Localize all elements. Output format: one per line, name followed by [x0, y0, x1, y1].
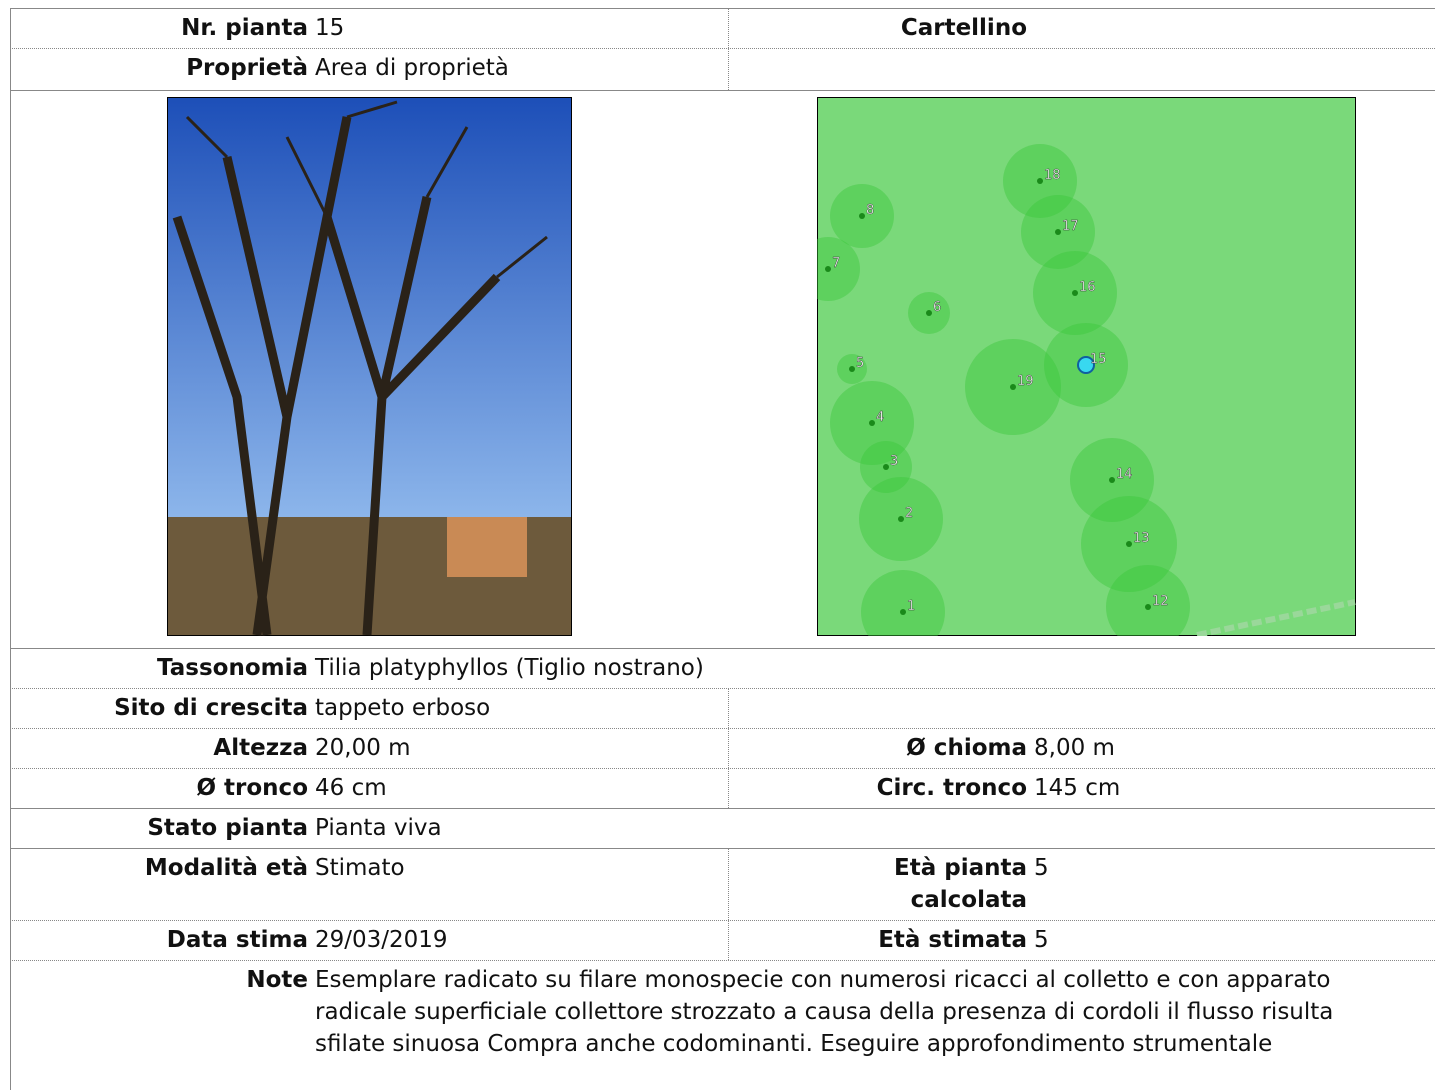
value: Esemplare radicato su filare monospecie …: [315, 967, 1334, 1057]
tree-dot: [900, 609, 906, 615]
label: Stato pianta: [147, 815, 308, 841]
tree-number: 15: [1090, 352, 1107, 367]
value: 15: [315, 15, 345, 41]
tree-number: 7: [832, 256, 840, 271]
selected-tree: [1077, 356, 1095, 374]
value: 8,00 m: [1034, 735, 1115, 761]
rule: [728, 8, 729, 90]
tree-number: 8: [866, 203, 874, 218]
label: Nr. pianta: [181, 15, 308, 41]
rule: [10, 808, 1435, 809]
tree-dot: [926, 310, 932, 316]
rule: [728, 688, 729, 808]
rule: [728, 848, 729, 960]
rule: [10, 768, 1435, 769]
tree-number: 13: [1133, 531, 1150, 546]
tree-dot: [1109, 477, 1115, 483]
tree-dot: [1145, 604, 1151, 610]
label: Proprietà: [186, 55, 308, 81]
tree-dot: [849, 366, 855, 372]
tree-number: 1: [907, 599, 915, 614]
tree-number: 5: [856, 356, 864, 371]
canopy: [817, 237, 860, 301]
location-map: 18 8 17 7 16 6 5 15 19 4 3 14 2 13 12 1: [817, 97, 1356, 636]
tree-dot: [1037, 178, 1043, 184]
rule: [10, 688, 1435, 689]
value: Tilia platyphyllos (Tiglio nostrano): [315, 655, 704, 681]
tree-number: 2: [905, 506, 913, 521]
border: [10, 8, 1435, 9]
tree-number: 19: [1017, 374, 1034, 389]
label: Cartellino: [900, 15, 1027, 41]
label: Tassonomia: [157, 655, 308, 681]
tree-dot: [825, 266, 831, 272]
rule: [10, 90, 1435, 91]
label: Ø tronco: [196, 775, 308, 801]
rule: [10, 648, 1435, 649]
tree-number: 6: [933, 300, 941, 315]
value: tappeto erboso: [315, 695, 491, 721]
tree-dot: [883, 464, 889, 470]
label: Sito di crescita: [114, 695, 308, 721]
rule: [10, 920, 1435, 921]
tree-photo: [167, 97, 572, 636]
value: 145 cm: [1034, 775, 1121, 801]
tree-number: 17: [1062, 219, 1079, 234]
value: Area di proprietà: [315, 55, 509, 81]
label: Modalità età: [144, 855, 308, 881]
canopy: [1106, 565, 1190, 636]
tree-number: 4: [876, 410, 884, 425]
value: 20,00 m: [315, 735, 411, 761]
value: 5: [1034, 927, 1049, 953]
tree-number: 16: [1079, 280, 1096, 295]
border: [10, 8, 11, 1090]
rule: [10, 848, 1435, 849]
tree-number: 12: [1152, 594, 1169, 609]
value: Pianta viva: [315, 815, 442, 841]
tree-dot: [1055, 229, 1061, 235]
label: Età pianta calcolata: [894, 855, 1027, 913]
road: [1196, 599, 1356, 636]
tree-dot: [898, 516, 904, 522]
label: Altezza: [213, 735, 308, 761]
tree-dot: [869, 420, 875, 426]
label: Ø chioma: [906, 735, 1027, 761]
value: 5: [1034, 855, 1049, 881]
rule: [10, 960, 1435, 961]
label: Note: [246, 967, 308, 993]
tree-dot: [1072, 290, 1078, 296]
tree-dot: [1010, 384, 1016, 390]
tree-dot: [1126, 541, 1132, 547]
tree-number: 18: [1044, 168, 1061, 183]
rule: [10, 48, 1435, 49]
canopy: [861, 570, 945, 636]
value: 29/03/2019: [315, 927, 448, 953]
tree-dot: [859, 213, 865, 219]
value: 46 cm: [315, 775, 387, 801]
value: Stimato: [315, 855, 405, 881]
tree-number: 3: [890, 454, 898, 469]
label: Età stimata: [878, 927, 1027, 953]
rule: [10, 728, 1435, 729]
tree-number: 14: [1116, 467, 1133, 482]
label: Data stima: [166, 927, 308, 953]
label: Circ. tronco: [876, 775, 1027, 801]
